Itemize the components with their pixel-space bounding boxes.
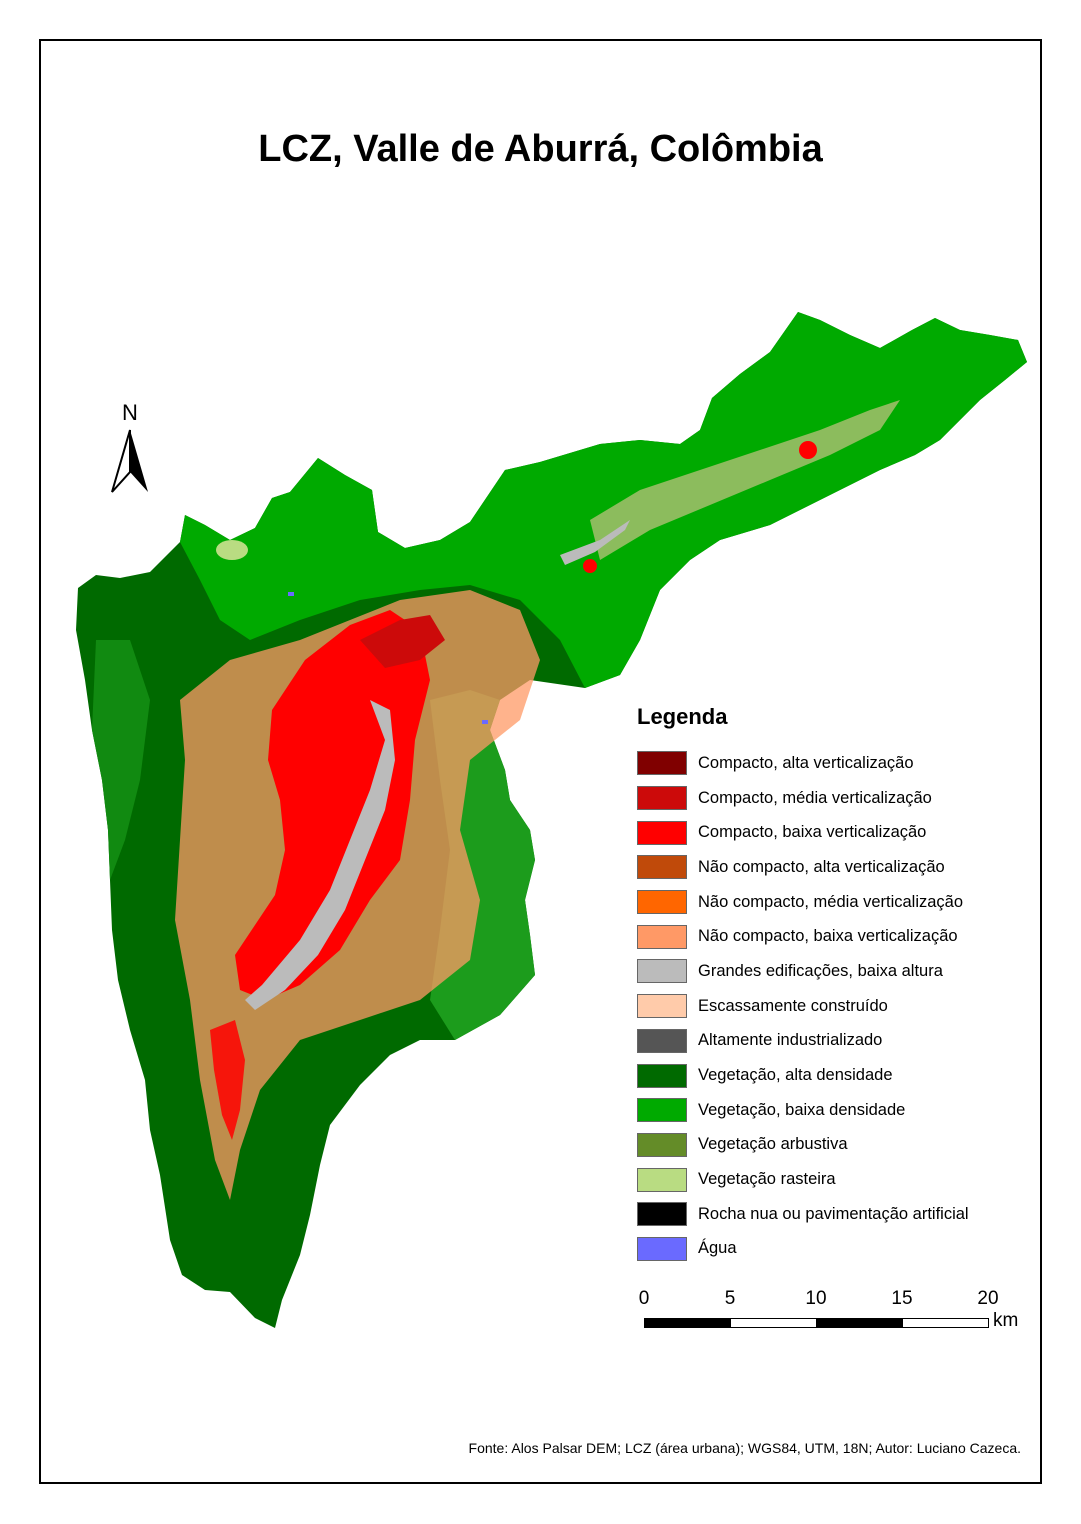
legend-swatch [637, 890, 687, 915]
legend-swatch [637, 751, 687, 776]
low-density-west [92, 640, 150, 880]
north-letter: N [122, 400, 138, 425]
urban-ne-1 [799, 441, 817, 459]
source-note: Fonte: Alos Palsar DEM; LCZ (área urbana… [468, 1440, 1021, 1456]
grey-ne [560, 520, 630, 565]
urban-ne-2 [583, 559, 597, 573]
urban-north [360, 615, 445, 668]
legend-item: Compacto, baixa verticalização [637, 815, 969, 850]
legend-swatch [637, 1132, 687, 1157]
legend-label: Não compacto, alta verticalização [698, 857, 945, 876]
scale-segment [816, 1318, 903, 1328]
water-patch-2 [482, 720, 488, 724]
legend-item: Altamente industrializado [637, 1024, 969, 1059]
scale-tick-label: 0 [638, 1288, 650, 1309]
legend-item: Rocha nua ou pavimentação artificial [637, 1197, 969, 1232]
legend-swatch [637, 959, 687, 984]
legend-item: Água [637, 1232, 969, 1267]
legend-item: Vegetação, baixa densidade [637, 1093, 969, 1128]
scale-segment [730, 1318, 817, 1328]
river-corridor [245, 700, 395, 1010]
low-density-north [180, 312, 1027, 688]
legend-swatch [637, 855, 687, 880]
legend-swatch [637, 1098, 687, 1123]
legend-swatch [637, 1167, 687, 1192]
legend-label: Grandes edificações, baixa altura [698, 961, 943, 980]
legend: Legenda Compacto, alta verticalização Com… [637, 704, 969, 1266]
legend-label: Compacto, baixa verticalização [698, 823, 927, 842]
scale-tick-label: 20 [977, 1288, 999, 1309]
north-arrow: N [108, 400, 152, 496]
legend-item: Grandes edificações, baixa altura [637, 954, 969, 989]
legend-label: Vegetação, alta densidade [698, 1066, 893, 1085]
legend-swatch [637, 1063, 687, 1088]
north-arrow-icon [111, 429, 148, 493]
legend-label: Compacto, média verticalização [698, 788, 932, 807]
legend-label: Vegetação rasteira [698, 1170, 836, 1189]
legend-item: Compacto, média verticalização [637, 781, 969, 816]
legend-swatch [637, 786, 687, 811]
scale-unit: km [993, 1310, 1019, 1331]
water-patch-1 [288, 592, 294, 596]
legend-label: Não compacto, média verticalização [698, 892, 964, 911]
legend-swatch [637, 924, 687, 949]
legend-label: Escassamente construído [698, 996, 888, 1015]
legend-swatch [637, 994, 687, 1019]
legend-label: Não compacto, baixa verticalização [698, 927, 958, 946]
legend-label: Rocha nua ou pavimentação artificial [698, 1204, 969, 1223]
map-title: LCZ, Valle de Aburrá, Colômbia [258, 128, 823, 170]
legend-item: Vegetação arbustiva [637, 1128, 969, 1163]
legend-item: Não compacto, alta verticalização [637, 850, 969, 885]
scale-segment [644, 1318, 731, 1328]
sparse-ne-corridor [590, 400, 900, 560]
legend-item: Vegetação rasteira [637, 1162, 969, 1197]
legend-label: Água [698, 1239, 737, 1258]
map-frame [39, 39, 1042, 1484]
legend-swatch [637, 820, 687, 845]
legend-label: Vegetação, baixa densidade [698, 1100, 906, 1119]
legend-item: Compacto, alta verticalização [637, 746, 969, 781]
urban-south [210, 1020, 245, 1140]
legend-item: Vegetação, alta densidade [637, 1058, 969, 1093]
legend-item: Não compacto, baixa verticalização [637, 919, 969, 954]
scale-tick-label: 15 [891, 1288, 913, 1309]
legend-swatch [637, 1028, 687, 1053]
legend-label: Vegetação arbustiva [698, 1135, 848, 1154]
legend-label: Compacto, alta verticalização [698, 753, 914, 772]
legend-item: Escassamente construído [637, 989, 969, 1024]
legend-swatch [637, 1202, 687, 1227]
scale-segment [902, 1318, 989, 1328]
scale-bar: 0 5 10 15 20 km [638, 1288, 1028, 1338]
low-vegetation-patch [216, 540, 248, 560]
legend-list: Compacto, alta verticalização Compacto, m… [637, 746, 969, 1266]
legend-label: Altamente industrializado [698, 1031, 883, 1050]
legend-item: Não compacto, média verticalização [637, 885, 969, 920]
legend-title: Legenda [637, 704, 728, 729]
scale-tick-label: 10 [805, 1288, 827, 1309]
scale-tick-label: 5 [724, 1288, 736, 1309]
legend-swatch [637, 1236, 687, 1261]
